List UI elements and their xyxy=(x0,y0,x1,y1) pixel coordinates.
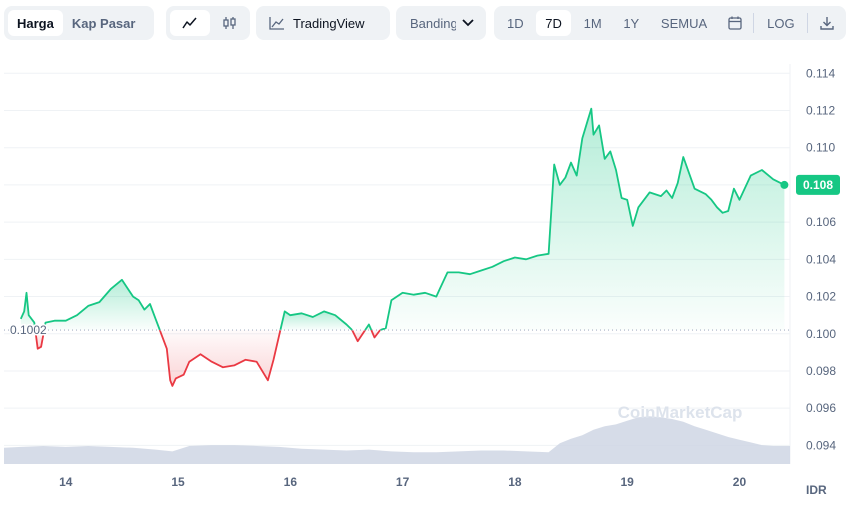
y-tick-label: 0.102 xyxy=(806,290,836,304)
compare-dropdown: Banding xyxy=(396,6,486,40)
line-chart-button[interactable] xyxy=(170,10,210,36)
price-line-up xyxy=(43,278,161,331)
price-fill-down xyxy=(159,330,281,386)
price-fill-up xyxy=(380,108,785,331)
line-chart-icon xyxy=(182,17,197,29)
mode-toggle: Harga Kap Pasar xyxy=(4,6,154,40)
price-line-layer xyxy=(19,107,785,387)
range-toggle: 1D 7D 1M 1Y SEMUA LOG xyxy=(494,6,846,40)
price-line-up xyxy=(19,291,37,331)
price-line-down xyxy=(158,329,282,387)
tradingview-button[interactable]: TradingView xyxy=(260,10,374,36)
y-tick-label: 0.094 xyxy=(806,438,836,452)
candlestick-icon xyxy=(223,17,236,29)
last-price-label: 0.108 xyxy=(803,178,833,192)
x-tick-label: 17 xyxy=(396,475,410,489)
tab-harga[interactable]: Harga xyxy=(8,10,63,36)
x-tick-label: 20 xyxy=(733,475,747,489)
x-tick-label: 15 xyxy=(171,475,185,489)
compare-button[interactable]: Banding xyxy=(400,10,480,36)
download-icon xyxy=(820,17,834,30)
y-tick-label: 0.098 xyxy=(806,364,836,378)
calendar-button[interactable] xyxy=(720,10,750,36)
price-chart[interactable]: CoinMarketCap 0.1002 0.114 0.112 0.110 0.10… xyxy=(0,60,850,508)
log-toggle[interactable]: LOG xyxy=(767,15,795,31)
tradingview-chart-icon xyxy=(269,17,284,30)
y-tick-label: 0.100 xyxy=(806,327,836,341)
volume-area-layer xyxy=(4,416,790,464)
download-button[interactable] xyxy=(812,10,842,36)
x-tick-label: 16 xyxy=(284,475,298,489)
tradingview-toggle: TradingView xyxy=(256,6,390,40)
calendar-icon xyxy=(728,16,742,30)
watermark: CoinMarketCap xyxy=(618,403,743,422)
tab-range-semua[interactable]: SEMUA xyxy=(660,15,708,31)
y-tick-label: 0.114 xyxy=(806,66,835,80)
x-tick-label: 14 xyxy=(59,475,73,489)
chart-toolbar: Harga Kap Pasar TradingView xyxy=(4,6,846,40)
last-price-badge xyxy=(796,174,840,195)
price-line-up xyxy=(379,107,785,331)
price-fill-up xyxy=(280,311,353,331)
compare-label: Banding xyxy=(410,15,456,31)
toolbar-divider xyxy=(753,13,755,33)
last-price-dot xyxy=(780,180,789,189)
tab-range-1d[interactable]: 1D xyxy=(507,15,524,31)
y-tick-label: 0.104 xyxy=(806,252,836,266)
y-tick-label: 0.110 xyxy=(806,141,835,155)
price-line-down xyxy=(370,329,381,339)
baseline-label: 0.1002 xyxy=(10,323,47,337)
tab-range-1y[interactable]: 1Y xyxy=(623,15,640,31)
currency-label: IDR xyxy=(806,483,827,497)
price-fill-layer xyxy=(20,108,785,386)
price-line-down xyxy=(34,329,46,350)
price-line-up xyxy=(279,310,353,331)
toolbar-divider xyxy=(807,13,809,33)
tab-kap-pasar[interactable]: Kap Pasar xyxy=(71,15,136,31)
x-tick-label: 19 xyxy=(621,475,635,489)
volume-area xyxy=(4,416,790,464)
tab-range-7d[interactable]: 7D xyxy=(536,10,571,36)
x-tick-label: 18 xyxy=(508,475,522,489)
chart-type-toggle xyxy=(166,6,250,40)
chevron-down-icon xyxy=(462,19,474,27)
price-line-down xyxy=(351,329,366,343)
y-tick-label: 0.096 xyxy=(806,401,836,415)
price-fill-down xyxy=(352,330,366,342)
tab-range-1m[interactable]: 1M xyxy=(583,15,602,31)
y-tick-label: 0.106 xyxy=(806,215,836,229)
price-line-up xyxy=(364,323,373,331)
y-axis: 0.114 0.112 0.110 0.108 0.106 0.104 0.102 0.100… xyxy=(806,66,836,452)
candlestick-button[interactable] xyxy=(210,10,250,36)
x-axis: 14 15 16 17 18 19 20 xyxy=(59,475,746,489)
tradingview-label: TradingView xyxy=(293,15,365,31)
y-tick-label: 0.112 xyxy=(806,104,835,118)
